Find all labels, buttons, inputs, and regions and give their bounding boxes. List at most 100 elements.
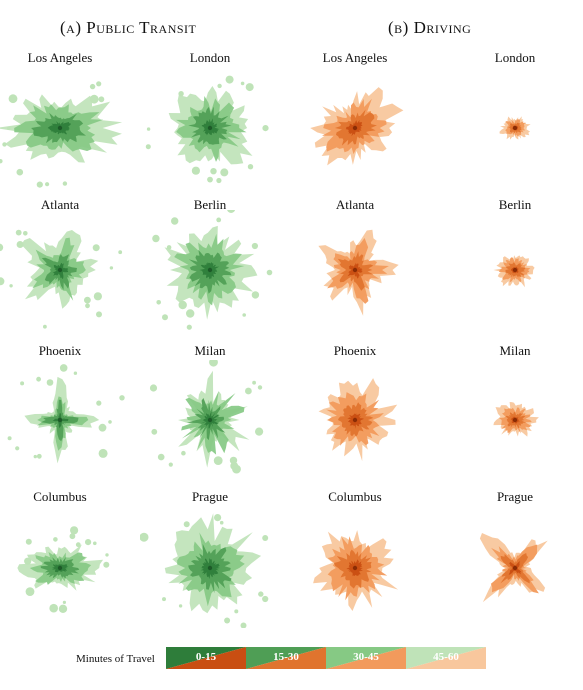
isochrone-island bbox=[16, 241, 24, 248]
isochrone-island bbox=[23, 231, 28, 236]
legend-bin-label: 45-60 bbox=[433, 651, 459, 663]
city-center-marker bbox=[352, 565, 358, 571]
isochrone-island bbox=[15, 229, 22, 236]
isochrone-map-driving-milan bbox=[493, 402, 539, 437]
isochrone-island bbox=[33, 454, 37, 459]
city-label-driving-milan: Milan bbox=[499, 343, 531, 358]
isochrone-island bbox=[262, 125, 269, 132]
isochrone-island bbox=[251, 291, 260, 299]
isochrone-island bbox=[145, 144, 151, 150]
isochrone-island bbox=[75, 542, 81, 548]
city-center-marker bbox=[352, 125, 358, 131]
isochrone-island bbox=[36, 453, 42, 459]
isochrone-map-driving-london bbox=[499, 116, 531, 140]
isochrone-island bbox=[24, 557, 32, 565]
isochrone-island bbox=[251, 242, 258, 250]
isochrone-island bbox=[178, 300, 187, 310]
isochrone-island bbox=[216, 177, 222, 184]
isochrone-map-transit-atlanta bbox=[0, 229, 123, 329]
isochrone-map-driving-atlanta bbox=[318, 229, 399, 316]
isochrone-island bbox=[7, 436, 12, 441]
city-center-marker bbox=[57, 125, 63, 131]
isochrone-island bbox=[96, 81, 102, 87]
isochrone-island bbox=[98, 423, 107, 432]
isochrone-map-transit-prague bbox=[140, 513, 269, 628]
city-center-marker bbox=[57, 417, 63, 423]
legend-bin-label: 15-30 bbox=[273, 651, 299, 663]
isochrone-island bbox=[105, 553, 109, 557]
isochrone-island bbox=[9, 284, 13, 288]
isochrone-island bbox=[25, 538, 32, 545]
city-center-marker bbox=[512, 565, 518, 571]
isochrone-island bbox=[186, 309, 195, 318]
isochrone-island bbox=[69, 533, 76, 540]
isochrone-island bbox=[85, 539, 92, 546]
isochrone-island bbox=[225, 75, 234, 84]
city-center-marker bbox=[352, 267, 358, 273]
isochrone-island bbox=[119, 395, 125, 401]
isochrone-island bbox=[93, 541, 97, 546]
transit-section-title: (a) Public Transit bbox=[60, 18, 197, 37]
isochrone-island bbox=[36, 181, 43, 188]
driving-section-title: (b) Driving bbox=[388, 18, 472, 37]
isochrone-island bbox=[146, 127, 151, 131]
isochrone-island bbox=[96, 400, 102, 406]
isochrone-map-driving-columbus bbox=[313, 530, 399, 611]
isochrone-island bbox=[25, 587, 35, 596]
isochrone-island bbox=[45, 182, 50, 187]
isochrone-island bbox=[98, 448, 108, 458]
isochrone-island bbox=[230, 462, 239, 470]
city-label-transit-atlanta: Atlanta bbox=[40, 197, 80, 212]
isochrone-island bbox=[62, 181, 68, 186]
isochrone-map-driving-prague bbox=[479, 533, 548, 603]
isochrone-island bbox=[234, 609, 239, 614]
isochrone-island bbox=[247, 164, 254, 170]
isochrone-island bbox=[257, 385, 263, 390]
isochrone-island bbox=[178, 604, 183, 608]
isochrone-island bbox=[151, 428, 158, 435]
isochrone-island bbox=[157, 453, 165, 461]
isochrone-island bbox=[96, 311, 102, 318]
isochrone-island bbox=[183, 521, 190, 528]
isochrone-island bbox=[242, 313, 246, 317]
isochrone-island bbox=[0, 243, 4, 252]
city-label-driving-atlanta: Atlanta bbox=[335, 197, 375, 212]
isochrone-island bbox=[240, 81, 245, 86]
isochrone-island bbox=[224, 617, 231, 624]
legend-bin-label: 30-45 bbox=[353, 651, 379, 663]
isochrone-map-transit-milan bbox=[149, 360, 264, 474]
city-center-marker bbox=[512, 417, 518, 423]
isochrone-island bbox=[84, 296, 91, 304]
isochrone-island bbox=[98, 96, 105, 103]
city-center-marker bbox=[207, 267, 213, 273]
isochrone-island bbox=[108, 420, 112, 424]
isochrone-island bbox=[216, 217, 222, 223]
city-label-transit-prague: Prague bbox=[191, 489, 229, 504]
isochrone-island bbox=[252, 380, 256, 385]
isochrone-island bbox=[92, 244, 100, 252]
city-label-driving-london: London bbox=[494, 50, 536, 65]
city-center-marker bbox=[57, 565, 63, 571]
isochrone-island bbox=[245, 387, 252, 395]
city-label-driving-phoenix: Phoenix bbox=[333, 343, 377, 358]
isochrone-island bbox=[85, 303, 90, 309]
isochrone-island bbox=[53, 537, 58, 542]
legend-bin-30-45: 30-45 bbox=[326, 647, 406, 669]
isochrone-island bbox=[73, 371, 78, 375]
isochrone-island bbox=[16, 168, 24, 176]
isochrone-island bbox=[152, 234, 160, 243]
isochrone-island bbox=[262, 595, 269, 603]
isochrone-island bbox=[255, 427, 264, 436]
city-center-marker bbox=[512, 267, 518, 273]
isochrone-island bbox=[70, 526, 79, 535]
isochrone-island bbox=[59, 364, 68, 372]
isochrone-map-transit-los-angeles bbox=[0, 81, 123, 188]
isochrone-island bbox=[0, 277, 5, 286]
isochrone-island bbox=[20, 381, 25, 386]
isochrone-island bbox=[240, 622, 247, 628]
isochrone-island bbox=[8, 94, 18, 104]
isochrone-island bbox=[2, 142, 7, 147]
isochrone-map-transit-berlin bbox=[152, 210, 273, 330]
isochrone-island bbox=[89, 94, 99, 104]
isochrone-island bbox=[258, 591, 264, 597]
